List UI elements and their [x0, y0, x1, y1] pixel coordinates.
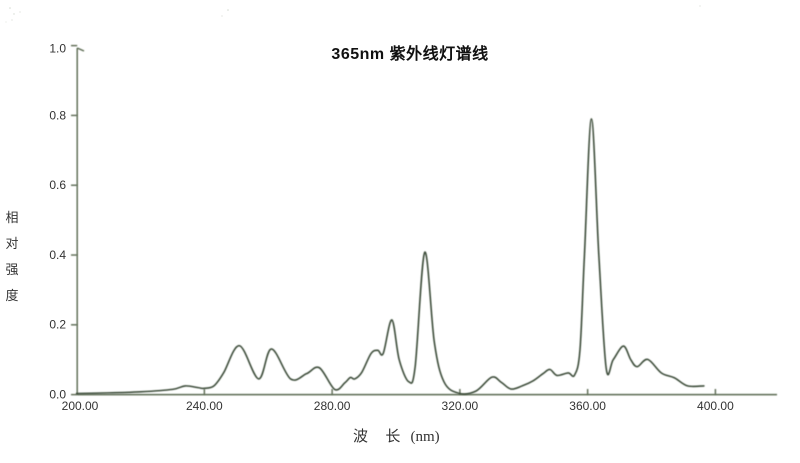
- svg-text:0.8: 0.8: [49, 108, 66, 122]
- svg-text:200.00: 200.00: [62, 399, 99, 413]
- svg-text:360.00: 360.00: [569, 399, 606, 413]
- svg-text:1.0: 1.0: [49, 42, 66, 56]
- svg-text:240.00: 240.00: [186, 399, 223, 413]
- svg-text:0.6: 0.6: [49, 178, 66, 192]
- svg-text:320.00: 320.00: [442, 399, 479, 413]
- svg-text:400.00: 400.00: [697, 399, 734, 413]
- svg-text:0.2: 0.2: [49, 318, 66, 332]
- svg-text:280.00: 280.00: [314, 399, 351, 413]
- svg-text:0.4: 0.4: [49, 248, 66, 262]
